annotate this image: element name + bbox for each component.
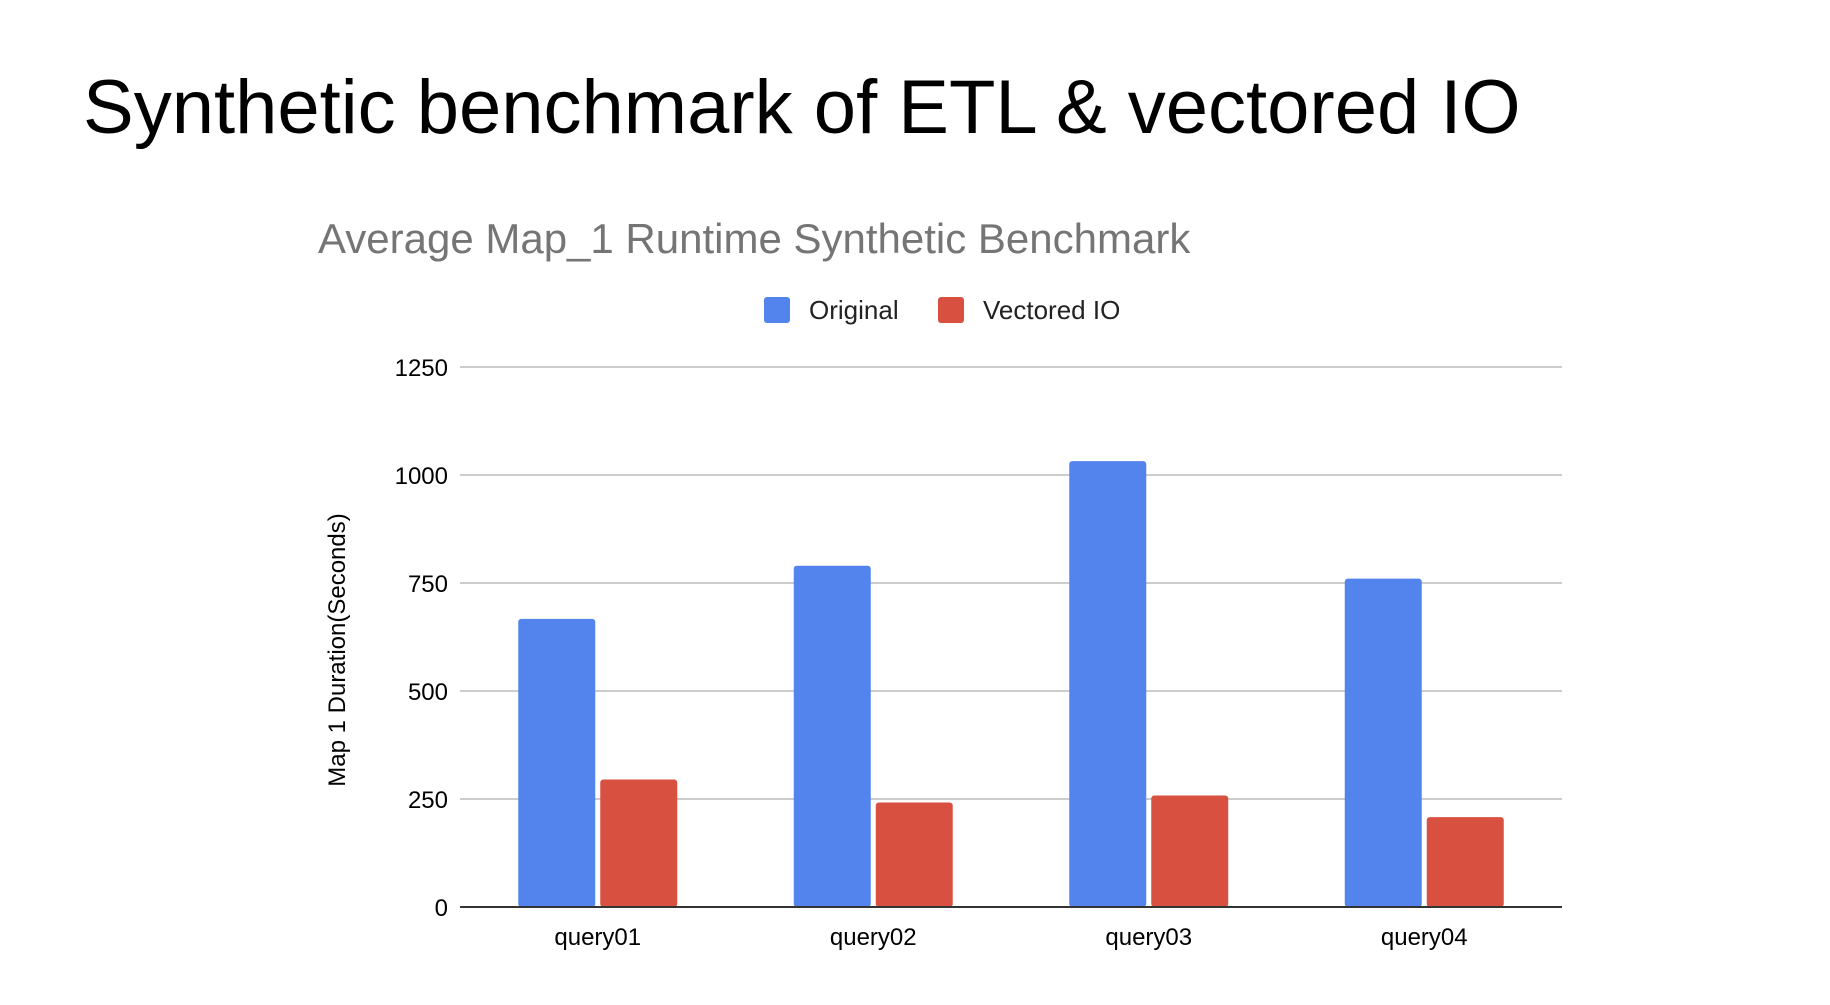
x-tick-label: query02 [830,924,917,951]
bar-original-query02 [793,565,871,907]
bar-original-query01 [518,618,596,907]
x-tick-label: query03 [1105,924,1192,951]
y-tick-label: 0 [435,895,448,922]
y-tick-label: 250 [408,787,448,814]
x-tick-label: query01 [554,924,641,951]
legend-swatch-original [764,297,790,323]
bar-original-query03 [1069,461,1147,907]
legend-swatch-vectored-io [938,297,964,323]
y-tick-label: 1000 [395,463,448,490]
y-tick-label: 750 [408,571,448,598]
bars [518,461,1504,907]
y-tick-label: 1250 [395,355,448,382]
bar-vectored-io-query03 [1151,795,1229,907]
legend-label: Original [809,295,899,325]
bar-vectored-io-query01 [600,779,678,907]
x-axis-ticks: query01 query02 query03 query04 [554,924,1467,951]
legend-label: Vectored IO [983,295,1120,325]
chart-title: Average Map_1 Runtime Synthetic Benchmar… [318,215,1191,262]
y-axis-label: Map 1 Duration(Seconds) [324,513,351,786]
y-tick-label: 500 [408,679,448,706]
bar-original-query04 [1344,578,1422,907]
y-axis-ticks: 0 250 500 750 1000 1250 [395,355,448,922]
slide-title: Synthetic benchmark of ETL & vectored IO [83,65,1521,150]
bar-vectored-io-query02 [875,802,953,907]
x-tick-label: query04 [1381,924,1468,951]
legend: Original Vectored IO [764,295,1120,325]
bar-vectored-io-query04 [1426,817,1504,907]
